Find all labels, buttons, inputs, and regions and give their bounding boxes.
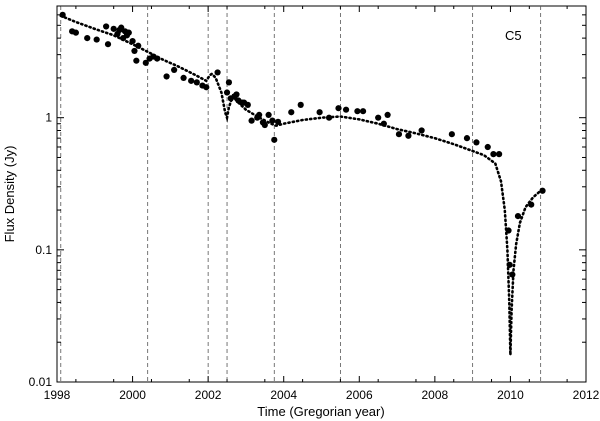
y-tick-label: 0.01: [29, 375, 53, 389]
data-point: [72, 29, 79, 36]
plot-frame: [56, 5, 587, 383]
data-point: [193, 79, 200, 86]
data-point: [203, 84, 210, 91]
data-point: [274, 118, 282, 125]
y-tick-label: 1: [45, 111, 52, 125]
data-point: [142, 59, 149, 66]
data-point: [93, 36, 100, 43]
data-point: [384, 111, 391, 118]
data-point: [354, 108, 361, 115]
data-point: [256, 111, 263, 118]
x-tick-label: 2006: [346, 388, 373, 402]
data-point: [505, 227, 512, 234]
x-axis: 1998 2000 2002 2004 2006 2008 2010 2012: [44, 6, 600, 402]
data-point: [233, 91, 240, 98]
x-tick-label: 2002: [195, 388, 222, 402]
x-tick-label: 2012: [573, 388, 600, 402]
data-point: [325, 114, 333, 121]
x-tick-label: 2004: [270, 388, 297, 402]
data-point: [380, 120, 387, 127]
y-axis: 0.01 0.1 1: [29, 5, 586, 389]
data-point: [248, 117, 255, 124]
source-label: C5: [505, 28, 522, 43]
data-point: [484, 143, 491, 151]
data-point: [163, 73, 170, 80]
data-point: [223, 89, 231, 96]
data-point: [214, 69, 221, 76]
y-axis-label: Flux Density (Jy): [2, 146, 17, 243]
model-line: [59, 14, 546, 356]
data-point: [490, 151, 497, 158]
data-point: [514, 213, 522, 220]
data-point: [463, 135, 471, 142]
x-tick-label: 2008: [422, 388, 449, 402]
x-tick-label: 2000: [119, 388, 146, 402]
data-point: [359, 108, 367, 115]
x-tick-label: 2010: [497, 388, 524, 402]
data-point: [528, 201, 535, 208]
data-point: [271, 136, 278, 143]
data-point: [225, 79, 233, 86]
data-point: [342, 106, 350, 113]
data-point: [180, 74, 187, 82]
vertical-markers: [60, 6, 542, 382]
data-point: [110, 25, 117, 32]
data-point: [448, 131, 455, 138]
x-axis-label: Time (Gregorian year): [257, 404, 384, 419]
data-point: [495, 151, 503, 158]
data-point: [269, 117, 276, 124]
data-point: [171, 66, 178, 73]
data-point: [539, 187, 546, 194]
data-point: [103, 23, 110, 30]
data-point: [131, 47, 138, 55]
data-point: [405, 132, 412, 139]
data-point: [154, 55, 161, 62]
data-point: [509, 271, 516, 278]
data-point: [59, 11, 66, 18]
data-point: [135, 42, 142, 49]
data-point: [335, 105, 342, 112]
y-tick-label: 0.1: [35, 243, 52, 257]
data-point: [188, 77, 195, 84]
data-point: [125, 29, 132, 36]
data-point: [473, 139, 480, 146]
x-tick-label: 1998: [44, 388, 71, 402]
data-point: [418, 127, 425, 134]
data-point: [261, 121, 268, 129]
data-point: [297, 101, 304, 108]
data-point: [265, 111, 272, 118]
data-point: [84, 35, 91, 42]
data-point: [244, 101, 251, 108]
data-point: [375, 114, 382, 121]
data-point: [316, 109, 323, 116]
data-point: [506, 261, 513, 268]
data-point: [104, 41, 112, 48]
data-point: [133, 57, 140, 64]
data-points: [59, 11, 546, 278]
model-curve: [59, 14, 546, 356]
data-point: [288, 109, 295, 116]
data-point: [395, 131, 403, 138]
data-point: [129, 37, 136, 45]
